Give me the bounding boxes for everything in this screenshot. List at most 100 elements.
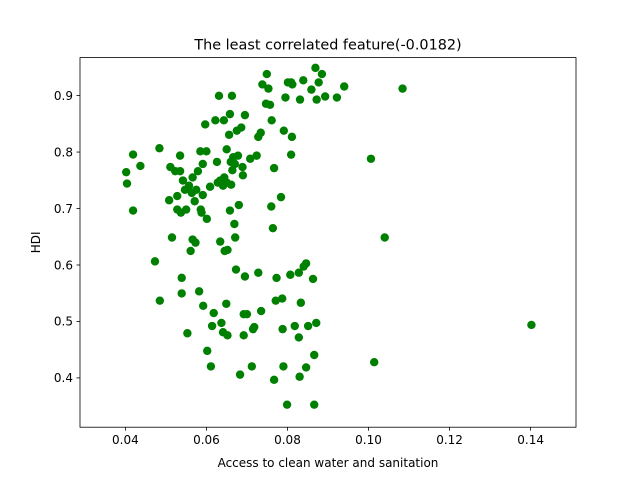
data-point [268, 223, 278, 233]
data-point [296, 298, 306, 307]
data-point [308, 274, 318, 284]
plot-frame [79, 57, 577, 428]
data-point [223, 331, 232, 340]
data-point [271, 296, 280, 305]
data-point [279, 362, 288, 371]
data-point [272, 273, 281, 283]
data-point [240, 272, 250, 281]
data-point [301, 363, 311, 372]
data-point [299, 76, 308, 85]
data-point [294, 333, 304, 342]
data-point [282, 400, 292, 409]
y-axis-ticks: 0.4 0.5 0.6 0.7 0.8 0.9 [54, 89, 80, 385]
data-point [317, 69, 327, 79]
data-point [128, 150, 138, 159]
data-point [242, 309, 252, 319]
data-point [207, 321, 217, 331]
data-point [279, 126, 289, 135]
data-point [290, 321, 299, 331]
data-point [278, 324, 287, 334]
data-point [238, 162, 247, 172]
data-point [238, 171, 248, 180]
data-point [314, 78, 323, 87]
data-point [219, 116, 229, 125]
y-tick-label: 0.5 [54, 315, 73, 329]
data-point [366, 154, 376, 163]
data-point [380, 233, 389, 242]
data-point [193, 167, 203, 176]
data-point [175, 151, 185, 160]
chart-title: The least correlated feature(-0.0182) [193, 38, 461, 54]
data-point [340, 82, 349, 91]
data-point [237, 123, 246, 132]
data-point [191, 238, 200, 247]
data-point [186, 246, 195, 256]
data-point [175, 166, 185, 176]
plot-area-background [80, 57, 576, 428]
data-point [225, 206, 235, 215]
data-point [310, 400, 319, 409]
data-point [231, 233, 240, 242]
data-point [301, 259, 311, 268]
data-point [196, 147, 205, 156]
data-point [230, 159, 239, 169]
data-point [194, 287, 204, 296]
data-point [269, 163, 279, 173]
y-tick-label: 0.4 [54, 371, 73, 385]
data-point [155, 296, 165, 305]
data-point [155, 144, 164, 153]
data-point [235, 370, 245, 379]
x-tick-label: 0.12 [436, 433, 463, 447]
data-point [184, 181, 194, 190]
data-point [164, 196, 174, 205]
data-point [216, 237, 225, 246]
data-point [295, 372, 304, 381]
data-point [252, 151, 261, 160]
x-axis-label: Access to clean water and sanitation [218, 456, 439, 470]
data-point [311, 63, 320, 73]
data-point [398, 84, 407, 93]
data-point [247, 362, 257, 371]
data-point [370, 358, 379, 367]
data-point [214, 91, 224, 101]
data-point [203, 346, 212, 356]
data-point [192, 185, 201, 195]
y-tick-label: 0.6 [54, 258, 73, 272]
data-point [239, 331, 248, 340]
data-point [222, 299, 231, 308]
data-point [202, 214, 212, 224]
data-point [312, 318, 321, 328]
data-point [294, 268, 304, 277]
data-point [190, 197, 199, 206]
data-point [217, 318, 226, 328]
data-point [258, 80, 267, 89]
data-point [211, 116, 220, 125]
data-point [206, 362, 216, 371]
data-point [234, 200, 244, 210]
data-point [225, 109, 235, 119]
data-point [227, 91, 237, 101]
data-point [332, 93, 342, 102]
y-tick-label: 0.7 [54, 202, 73, 216]
data-point [197, 208, 206, 217]
x-tick-label: 0.10 [355, 433, 382, 447]
data-point [209, 308, 218, 318]
x-tick-label: 0.14 [517, 433, 544, 447]
data-point [267, 116, 276, 125]
data-point [250, 322, 259, 332]
data-point [233, 151, 243, 160]
data-point [177, 273, 186, 283]
data-point [226, 180, 236, 189]
data-point [307, 85, 316, 94]
data-point [188, 173, 197, 182]
x-axis-ticks: 0.04 0.06 0.08 0.10 0.12 0.14 [112, 427, 544, 447]
data-point [178, 176, 188, 185]
data-point [183, 329, 192, 338]
data-point [265, 100, 275, 110]
data-point [230, 219, 239, 229]
data-point [267, 202, 276, 211]
data-point [310, 350, 319, 360]
data-point [128, 206, 138, 215]
data-point [256, 128, 265, 137]
